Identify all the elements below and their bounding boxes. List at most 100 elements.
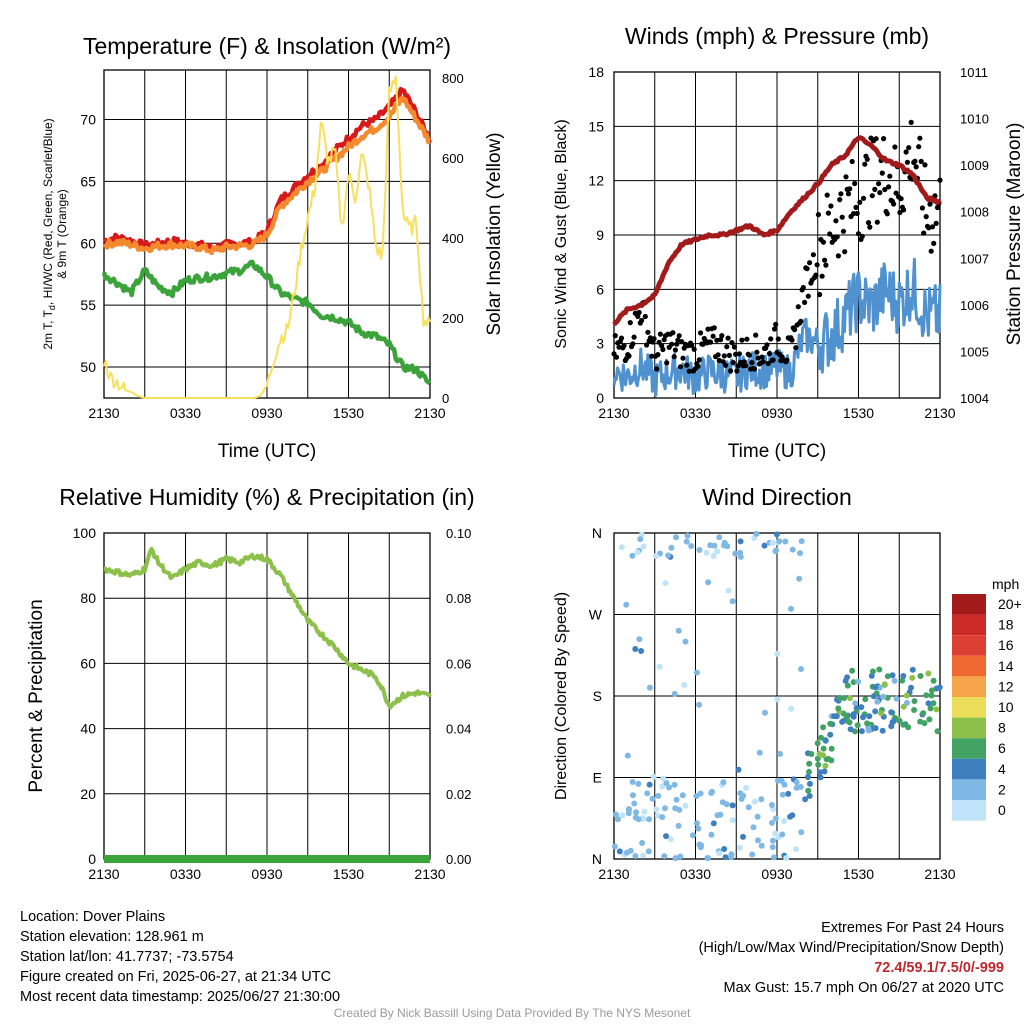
gust-point — [906, 145, 912, 151]
direction-point — [721, 846, 728, 852]
gust-point — [823, 262, 829, 268]
y2-tick-label: 0.04 — [446, 722, 471, 737]
direction-point — [714, 812, 721, 819]
direction-point — [847, 726, 854, 733]
x-tick-label: 0930 — [251, 405, 282, 421]
direction-point — [722, 854, 729, 861]
direction-point — [663, 833, 669, 840]
direction-point — [925, 700, 932, 707]
gust-point — [874, 219, 880, 225]
y2-tick-label: 0.08 — [446, 591, 471, 606]
direction-point — [693, 793, 700, 800]
direction-point — [893, 695, 900, 702]
gust-point — [661, 337, 667, 343]
gust-point — [669, 341, 675, 347]
gust-point — [684, 362, 690, 368]
recent-data-text: Most recent data timestamp: 2025/06/27 2… — [20, 989, 341, 1005]
y2-tick-label: 1006 — [960, 298, 989, 313]
direction-point — [820, 724, 827, 731]
direction-point — [802, 796, 809, 803]
direction-point — [852, 700, 859, 707]
y-axis-label: Percent & Precipitation — [26, 599, 47, 792]
x-tick-label: 1530 — [333, 405, 364, 421]
gust-point — [800, 284, 806, 291]
direction-point — [805, 773, 811, 780]
gust-point — [759, 354, 765, 360]
gust-point — [838, 191, 844, 197]
direction-point — [905, 724, 912, 731]
direction-point — [761, 542, 768, 549]
y-tick-label: S — [593, 688, 602, 704]
direction-point — [618, 544, 625, 551]
direction-point — [868, 672, 875, 679]
y2-tick-label: 0.06 — [446, 656, 471, 671]
gust-point — [843, 174, 849, 180]
gust-point — [897, 209, 903, 216]
gust-point — [734, 368, 740, 374]
gust-point — [649, 353, 655, 359]
direction-point — [666, 784, 673, 791]
direction-point — [725, 587, 732, 594]
direction-point — [880, 693, 887, 700]
y-tick-label: 0 — [88, 851, 96, 867]
series-line — [612, 257, 942, 397]
direction-point — [846, 719, 853, 726]
gust-point — [726, 352, 733, 358]
direction-point — [660, 775, 667, 782]
direction-point — [888, 709, 895, 716]
gust-point — [721, 353, 727, 359]
direction-point — [909, 674, 916, 681]
direction-point — [793, 846, 799, 853]
direction-point — [721, 542, 727, 549]
direction-point — [745, 804, 752, 811]
gust-point — [651, 336, 657, 342]
direction-point — [735, 766, 742, 773]
chart-title: Relative Humidity (%) & Precipitation (i… — [59, 484, 474, 510]
gust-point — [903, 149, 909, 155]
x-tick-label: 2130 — [924, 405, 955, 421]
series-line — [102, 96, 431, 256]
legend-swatch — [952, 676, 986, 697]
direction-point — [646, 781, 653, 788]
direction-point — [667, 836, 674, 843]
direction-point — [644, 790, 651, 797]
direction-point — [930, 700, 937, 707]
direction-point — [671, 781, 678, 788]
gust-point — [696, 357, 702, 363]
gust-point — [901, 207, 907, 213]
gust-point — [807, 260, 813, 266]
gust-point — [664, 360, 670, 366]
direction-point — [858, 704, 865, 711]
direction-point — [772, 815, 779, 822]
direction-point — [785, 790, 792, 797]
direction-point — [738, 796, 745, 802]
direction-point — [751, 798, 758, 805]
direction-point — [849, 667, 856, 674]
direction-point — [770, 837, 776, 844]
direction-point — [908, 684, 914, 691]
x-tick-label: 1530 — [843, 405, 874, 421]
direction-point — [850, 679, 857, 686]
gust-point — [877, 190, 883, 196]
direction-point — [797, 550, 803, 557]
direction-point — [736, 844, 743, 851]
direction-point — [653, 553, 659, 559]
direction-point — [836, 694, 843, 701]
direction-point — [788, 605, 794, 612]
gust-point — [671, 354, 677, 360]
gust-point — [760, 359, 766, 365]
y-tick-label: 70 — [80, 112, 96, 128]
legend-label: 16 — [998, 637, 1014, 653]
gust-point — [728, 368, 734, 374]
gust-point — [744, 336, 750, 342]
gust-point — [764, 342, 770, 348]
direction-point — [639, 840, 646, 846]
direction-point — [683, 538, 690, 545]
legend-label: 14 — [998, 658, 1014, 674]
gust-point — [660, 346, 666, 353]
direction-point — [793, 779, 800, 786]
direction-point — [750, 824, 757, 831]
direction-point — [659, 814, 666, 821]
gust-point — [711, 325, 717, 331]
gust-point — [654, 366, 660, 372]
